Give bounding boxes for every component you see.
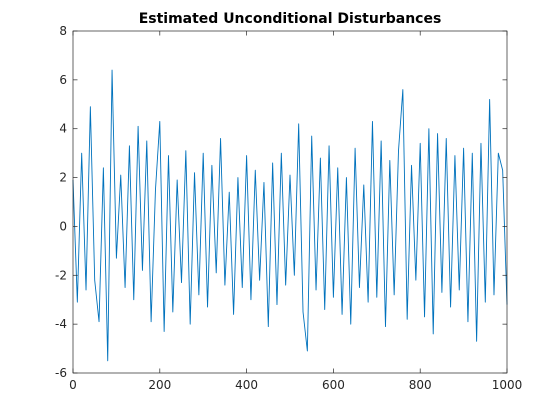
y-tick-label: 2 (59, 171, 67, 185)
x-tick-label: 600 (322, 378, 345, 392)
y-tick-label: 6 (59, 73, 67, 87)
y-tick-label: -6 (55, 366, 67, 380)
x-tick-label: 200 (148, 378, 171, 392)
series-line-0 (72, 69, 508, 362)
x-tick-label: 1000 (492, 378, 523, 392)
y-tick-label: 0 (59, 219, 67, 233)
axes-layer: 0 200 400 600 800 1000 -6 -4 -2 0 2 4 6 8 (55, 24, 522, 392)
y-tick-label: 8 (59, 24, 67, 38)
y-tick-label: -4 (55, 317, 67, 331)
x-tick-label: 800 (409, 378, 432, 392)
y-tick-label: 4 (59, 122, 67, 136)
series-layer (72, 69, 508, 362)
chart-title: Estimated Unconditional Disturbances (139, 11, 442, 27)
y-tick-label: -2 (55, 268, 67, 282)
axes-box (72, 30, 508, 374)
x-tick-label: 400 (235, 378, 258, 392)
x-tick-label: 0 (69, 378, 77, 392)
